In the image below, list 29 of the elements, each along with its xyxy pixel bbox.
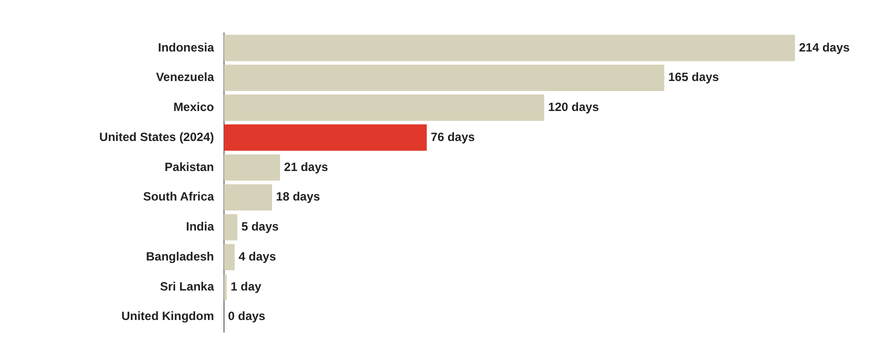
y-tick-label: Sri Lanka [160,279,214,294]
data-label: 0 days [228,309,266,324]
bar [224,34,795,62]
data-label: 1 day [230,279,262,294]
bar [224,154,280,181]
y-tick-label: Venezuela [156,70,214,84]
y-tick-label: Bangladesh [146,249,214,264]
y-tick-label: Mexico [173,100,214,114]
y-tick-label: India [186,220,214,234]
data-label: 18 days [276,190,320,204]
y-tick-label: South Africa [143,190,214,204]
bar [224,94,544,121]
bar [224,214,238,240]
bar [224,184,272,210]
data-label: 214 days [799,40,850,54]
bar [224,64,664,91]
bar [224,244,235,270]
data-label: 21 days [284,160,328,174]
y-tick-label: Pakistan [164,160,214,174]
data-label: 165 days [668,70,720,84]
data-label: 4 days [238,249,276,264]
y-tick-label: United Kingdom [121,309,214,324]
bar [224,124,427,151]
data-label: 76 days [430,130,476,144]
y-tick-label: Indonesia [158,40,214,54]
y-tick-label: United States (2024) [99,130,214,144]
data-label: 5 days [241,220,280,234]
data-label: 120 days [548,100,600,114]
bar [224,274,227,300]
